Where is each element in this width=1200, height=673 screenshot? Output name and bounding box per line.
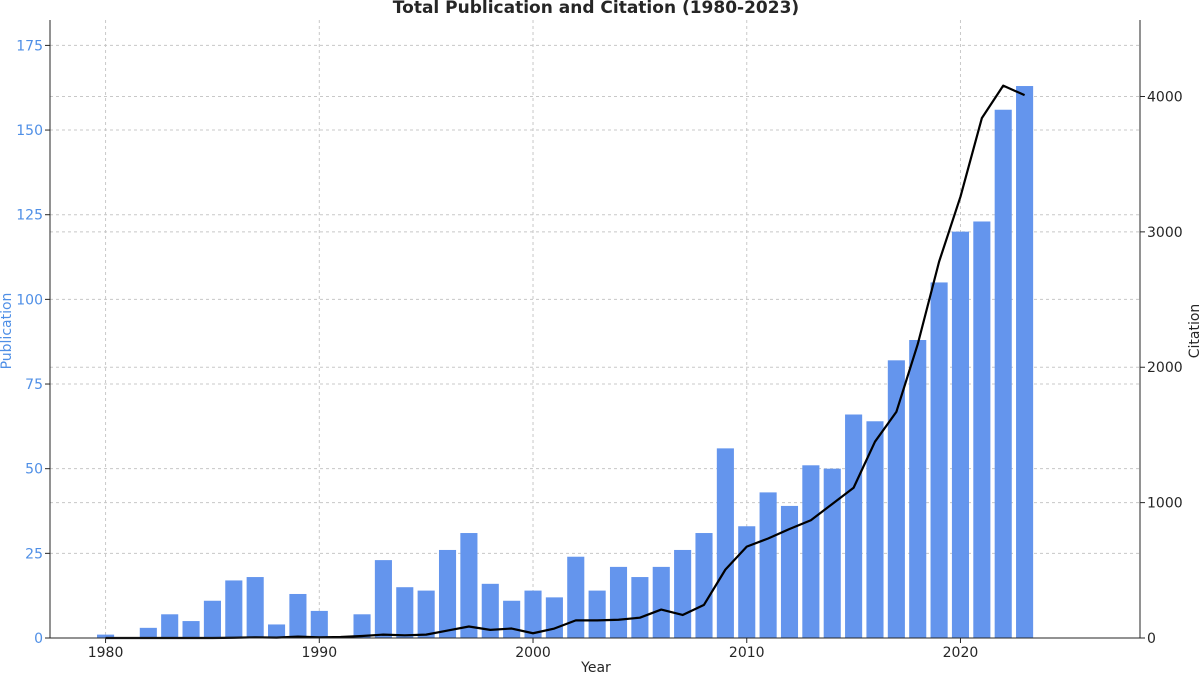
bar-2008 xyxy=(695,533,713,638)
bar-2020 xyxy=(951,231,970,638)
bar-2000 xyxy=(524,590,542,638)
bar-2004 xyxy=(609,566,628,638)
tick-label-left-25: 25 xyxy=(25,546,43,562)
chart-title: Total Publication and Citation (1980-202… xyxy=(393,0,799,18)
bar-1985 xyxy=(203,600,221,638)
bar-series-publication xyxy=(97,86,1034,638)
bar-2021 xyxy=(973,221,991,638)
tick-label-left-50: 50 xyxy=(25,462,43,478)
bar-2016 xyxy=(866,421,884,638)
bar-2023 xyxy=(1016,86,1034,638)
bar-2007 xyxy=(674,549,692,638)
tick-label-x-2010: 2010 xyxy=(729,645,765,661)
bar-1994 xyxy=(396,587,414,638)
bar-1986 xyxy=(225,580,243,638)
tick-label-left-125: 125 xyxy=(16,208,43,224)
bar-1997 xyxy=(460,533,478,638)
bar-1998 xyxy=(481,583,499,638)
bar-1987 xyxy=(246,577,264,638)
bar-1996 xyxy=(438,549,457,638)
tick-label-right-2000: 2000 xyxy=(1147,360,1183,376)
tick-label-x-2020: 2020 xyxy=(943,645,979,661)
bar-1988 xyxy=(268,624,286,638)
y-axis-label-right: Citation xyxy=(1187,304,1200,359)
bar-2017 xyxy=(887,360,905,638)
bar-2012 xyxy=(780,505,799,638)
bar-1980 xyxy=(97,634,115,638)
bar-1993 xyxy=(374,560,392,638)
citation-line xyxy=(105,84,1026,640)
bar-1983 xyxy=(161,614,179,638)
bar-2022 xyxy=(994,109,1012,638)
tick-label-right-4000: 4000 xyxy=(1147,89,1183,105)
bar-1999 xyxy=(503,600,521,638)
tick-label-left-100: 100 xyxy=(16,292,43,308)
tick-label-right-1000: 1000 xyxy=(1147,496,1183,512)
bar-1995 xyxy=(417,590,435,638)
bar-2019 xyxy=(930,282,948,638)
tick-label-left-150: 150 xyxy=(16,123,43,139)
bar-1990 xyxy=(310,610,328,638)
bar-1984 xyxy=(182,621,200,638)
bar-2010 xyxy=(738,526,756,638)
bar-2015 xyxy=(845,414,863,638)
bar-2013 xyxy=(802,465,820,638)
tick-label-right-0: 0 xyxy=(1147,631,1156,647)
y-axis-label-left: Publication xyxy=(0,293,15,370)
tick-label-x-2000: 2000 xyxy=(515,645,551,661)
bar-2011 xyxy=(759,492,777,638)
bar-2002 xyxy=(567,556,585,638)
line-series-citation xyxy=(105,84,1026,640)
tick-label-x-1990: 1990 xyxy=(301,645,337,661)
axes xyxy=(45,20,1145,643)
x-axis-label: Year xyxy=(580,660,611,673)
bar-1989 xyxy=(289,593,307,638)
tick-label-right-3000: 3000 xyxy=(1147,225,1183,241)
tick-label-left-0: 0 xyxy=(34,631,43,647)
tick-label-left-175: 175 xyxy=(16,38,43,54)
bar-2009 xyxy=(716,448,734,638)
bar-2014 xyxy=(823,468,841,638)
bar-2018 xyxy=(909,340,927,638)
tick-label-left-75: 75 xyxy=(25,377,43,393)
bar-1982 xyxy=(139,627,157,638)
bar-2003 xyxy=(588,590,606,638)
bar-1992 xyxy=(353,614,371,638)
bar-2005 xyxy=(631,577,649,638)
tick-labels: 0 25 50 75 100 125 150 175 0 1000 2000 3000 4000 1980… xyxy=(16,38,1182,661)
bar-2001 xyxy=(545,597,563,638)
bar-2006 xyxy=(652,566,670,638)
tick-label-x-1980: 1980 xyxy=(88,645,124,661)
